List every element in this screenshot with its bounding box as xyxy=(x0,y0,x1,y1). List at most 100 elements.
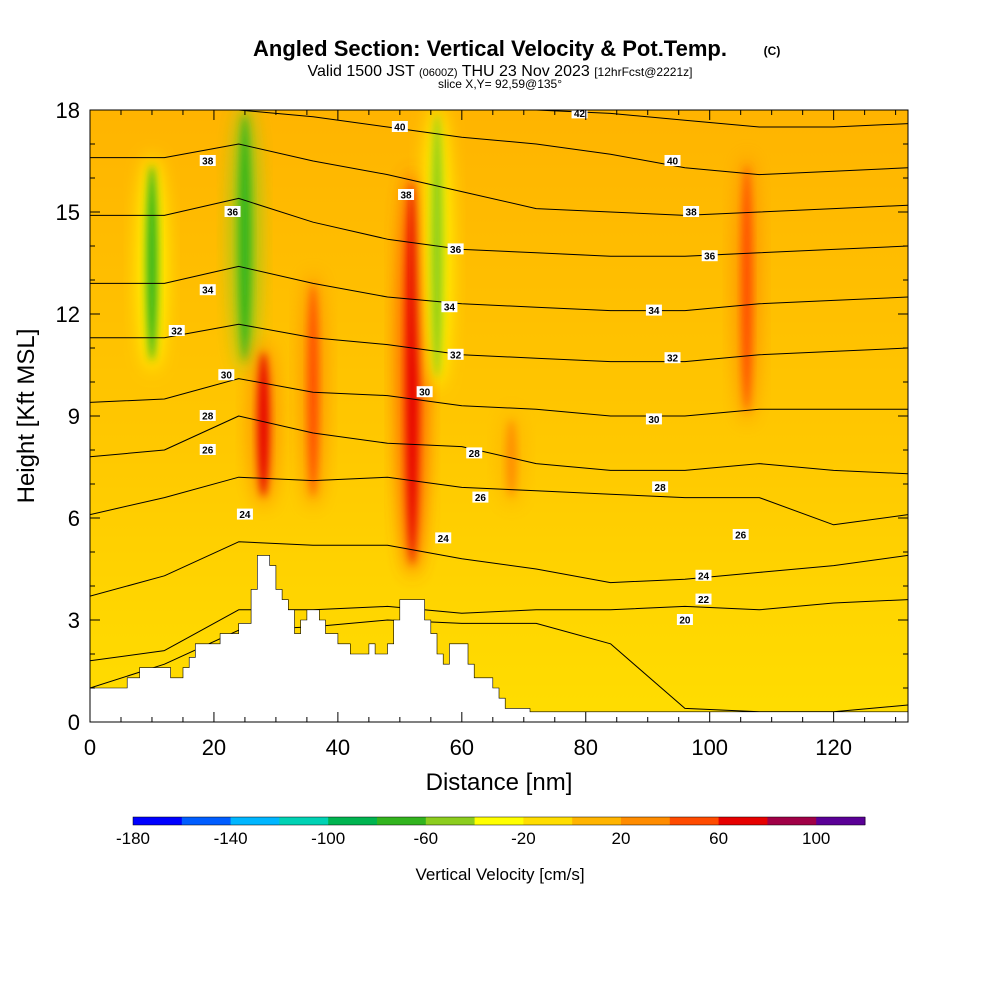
x-tick-label: 100 xyxy=(691,735,728,760)
colorbar-tick-label: 20 xyxy=(612,829,631,848)
contour-label: 38 xyxy=(398,189,415,202)
y-tick-label: 0 xyxy=(68,710,80,735)
colorbar-tick-label: 60 xyxy=(709,829,728,848)
slice-info: slice X,Y= 92,59@135° xyxy=(438,77,562,91)
colorbar-label: Vertical Velocity [cm/s] xyxy=(415,865,584,884)
colorbar-swatch xyxy=(669,817,720,825)
contour-label: 24 xyxy=(695,569,712,582)
y-tick-label: 18 xyxy=(56,98,80,123)
svg-text:34: 34 xyxy=(648,306,660,317)
colorbar-swatch xyxy=(279,817,329,825)
svg-text:38: 38 xyxy=(400,191,412,202)
colorbar-swatch xyxy=(621,817,671,825)
colorbar-swatch xyxy=(523,817,573,825)
contour-label: 38 xyxy=(199,155,216,168)
y-tick-label: 12 xyxy=(56,302,80,327)
svg-text:30: 30 xyxy=(648,415,660,426)
isentrope-32 xyxy=(90,323,908,363)
x-tick-label: 0 xyxy=(84,735,96,760)
svg-text:28: 28 xyxy=(655,483,667,494)
contour-label: 24 xyxy=(435,532,452,545)
svg-text:34: 34 xyxy=(444,303,456,314)
y-tick-label: 15 xyxy=(56,200,80,225)
svg-text:24: 24 xyxy=(239,510,251,521)
x-axis-label: Distance [nm] xyxy=(426,769,573,796)
colorbar-swatch xyxy=(230,817,280,825)
svg-text:26: 26 xyxy=(202,446,214,457)
title-suffix: (C) xyxy=(764,44,781,58)
svg-text:32: 32 xyxy=(450,350,462,361)
svg-text:24: 24 xyxy=(698,571,710,582)
colorbar-tick-label: -100 xyxy=(311,829,345,848)
velocity-feature xyxy=(308,284,319,497)
x-tick-label: 20 xyxy=(202,735,226,760)
contour-label: 24 xyxy=(236,508,253,521)
contour-label: 28 xyxy=(652,481,669,494)
colorbar: -180 -140 -100 -60 -20 20 60 100 xyxy=(116,816,866,848)
svg-text:34: 34 xyxy=(202,286,214,297)
svg-text:40: 40 xyxy=(394,123,406,134)
colorbar-swatch xyxy=(572,817,622,825)
contour-label: 28 xyxy=(466,447,483,460)
isentrope-42 xyxy=(461,110,908,128)
colorbar-swatch xyxy=(767,817,817,825)
terrain xyxy=(90,555,908,722)
contour-label: 28 xyxy=(199,410,216,423)
velocity-feature xyxy=(145,165,158,361)
svg-text:20: 20 xyxy=(679,616,691,627)
contour-label: 26 xyxy=(199,444,216,457)
svg-text:36: 36 xyxy=(704,252,716,263)
colorbar-tick-label: -140 xyxy=(214,829,248,848)
colorbar-frame xyxy=(132,816,866,826)
x-tick-label: 40 xyxy=(326,735,350,760)
plot-area: 38 36 34 32 30 28 26 24 40 38 36 34 32 30 28 26 24 42 40 38… xyxy=(90,110,908,722)
contour-label: 30 xyxy=(645,413,662,426)
y-tick-label: 9 xyxy=(68,404,80,429)
svg-text:40: 40 xyxy=(667,157,679,168)
svg-text:26: 26 xyxy=(475,493,487,504)
contour-label: 20 xyxy=(676,614,693,627)
contour-label: 36 xyxy=(701,250,718,263)
colorbar-swatch xyxy=(328,817,378,825)
x-tick-label: 80 xyxy=(574,735,598,760)
isentrope-30 xyxy=(90,378,908,417)
contour-label: 42 xyxy=(571,110,588,120)
svg-text:22: 22 xyxy=(698,595,710,606)
contour-label: 30 xyxy=(416,386,433,399)
svg-text:32: 32 xyxy=(171,327,183,338)
svg-text:30: 30 xyxy=(221,371,233,382)
contour-label: 36 xyxy=(224,206,241,219)
velocity-field xyxy=(137,110,759,575)
valid-time: Valid 1500 JST (0600Z) THU 23 Nov 2023 [… xyxy=(308,63,693,80)
svg-text:38: 38 xyxy=(686,208,698,219)
velocity-feature xyxy=(741,165,752,412)
contour-label: 32 xyxy=(447,348,464,361)
y-axis-label: Height [Kft MSL] xyxy=(13,329,40,504)
isentrope-40 xyxy=(90,110,908,176)
contour-label: 34 xyxy=(645,304,662,317)
contour-label: 22 xyxy=(695,593,712,606)
contour-label: 36 xyxy=(447,243,464,256)
isentrope-26 xyxy=(90,476,908,526)
velocity-feature xyxy=(506,420,517,497)
contour-labels: 38 36 34 32 30 28 26 24 40 38 36 34 32 30 28 26 24 42 40 38… xyxy=(168,110,749,627)
svg-text:28: 28 xyxy=(202,412,214,423)
isentrope-24 xyxy=(90,541,908,597)
terrain-profile xyxy=(90,555,908,722)
velocity-feature xyxy=(406,182,419,565)
contour-label: 40 xyxy=(391,121,408,134)
svg-text:32: 32 xyxy=(667,354,679,365)
isentrope-36 xyxy=(90,197,908,257)
colorbar-tick-label: -180 xyxy=(116,829,150,848)
isentrope-38 xyxy=(90,143,908,216)
svg-text:36: 36 xyxy=(450,245,462,256)
svg-text:26: 26 xyxy=(735,531,747,542)
svg-text:30: 30 xyxy=(419,388,431,399)
svg-text:24: 24 xyxy=(438,534,450,545)
isentrope-28 xyxy=(90,415,908,475)
colorbar-swatch xyxy=(377,817,427,825)
colorbar-swatch xyxy=(718,817,768,825)
contour-label: 32 xyxy=(168,325,185,338)
